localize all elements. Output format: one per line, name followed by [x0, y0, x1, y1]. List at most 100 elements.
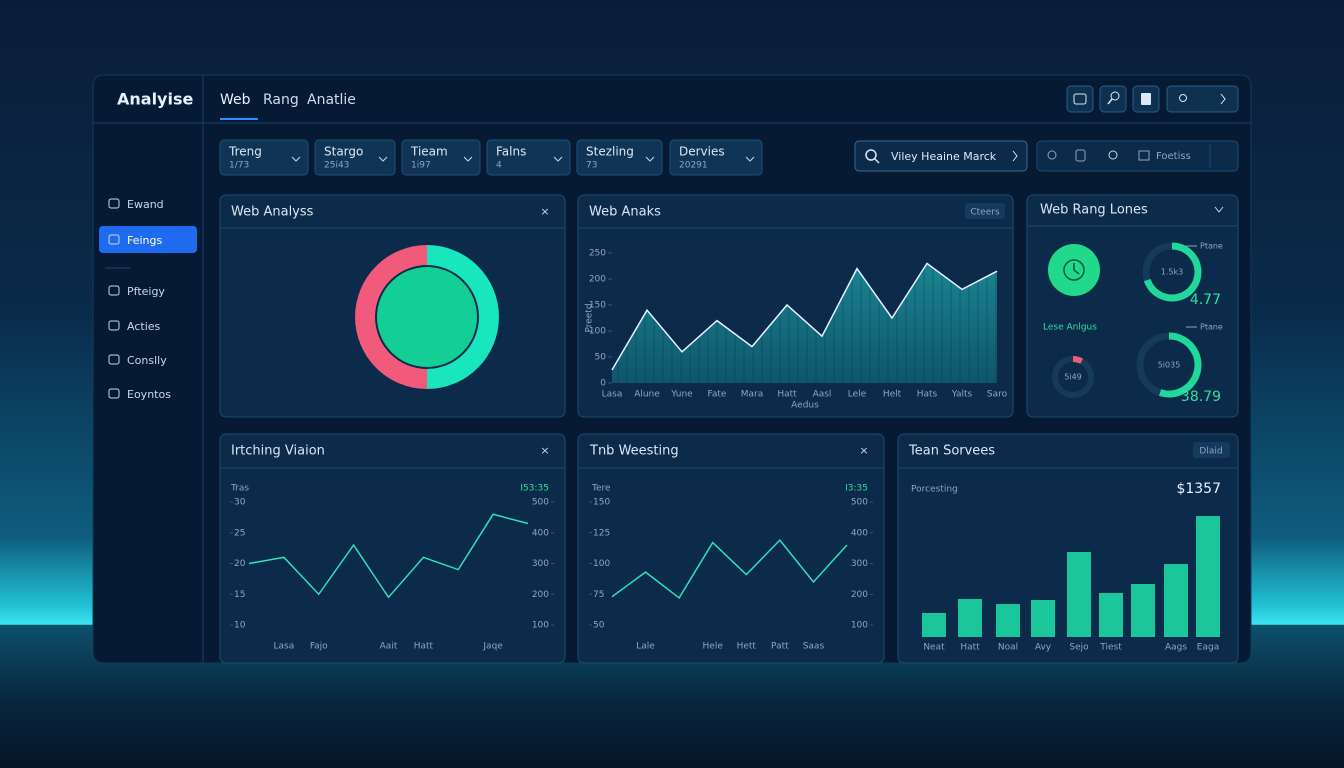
x-tick-label: Hatt — [960, 643, 980, 653]
y-axis-label: Preetd — [585, 303, 595, 332]
y-tick-label: 75 — [593, 590, 604, 600]
sidebar-item[interactable]: Eoyntos — [127, 388, 171, 401]
filter-dropdown[interactable] — [669, 139, 763, 176]
line — [611, 262, 998, 371]
filter-label: Stargo — [324, 145, 363, 159]
y-axis-label: Tras — [230, 484, 249, 494]
panel — [577, 433, 885, 664]
icon — [1220, 93, 1226, 105]
panel-title: Web Anaks — [589, 205, 661, 220]
x-tick-label: Yune — [670, 390, 693, 400]
gauge-center: 5i49 — [1064, 373, 1082, 382]
gauge-reading: 4.77 — [1190, 292, 1221, 308]
panel-title: Tnb Weesting — [589, 444, 679, 459]
filter-label: Stezling — [586, 145, 634, 159]
x-tick-label: Lele — [848, 390, 867, 400]
y2-tick-label: 200 — [532, 590, 549, 600]
y-tick-label: 0 — [600, 379, 606, 389]
x-tick-label: Neat — [923, 643, 945, 653]
badge-label: Dlaid — [1199, 447, 1222, 457]
x-tick-label: Avy — [1035, 643, 1052, 653]
filter-dropdown[interactable] — [576, 139, 663, 176]
tab[interactable]: Anatlie — [307, 92, 356, 108]
filter-dropdown[interactable] — [219, 139, 309, 176]
icon — [1108, 150, 1118, 160]
x-tick-label: Aasl — [813, 390, 832, 400]
x-tick-label: Fate — [708, 390, 727, 400]
bar — [922, 613, 946, 637]
y2-tick-label: 500 — [851, 498, 868, 508]
badge-label: Cteers — [970, 208, 1000, 218]
sidebar-item[interactable]: Conslly — [127, 354, 167, 367]
y2-tick-label: 300 — [532, 559, 549, 569]
icon-button[interactable] — [1099, 85, 1127, 113]
icon-button[interactable] — [1066, 85, 1094, 113]
chevron — [463, 156, 473, 162]
x-tick-label: Lasa — [602, 390, 623, 400]
gauge-note: Ptane — [1200, 242, 1223, 251]
y-tick-label: 50 — [593, 621, 605, 631]
y-tick-label: 125 — [593, 528, 610, 538]
x-tick-label: Hele — [703, 642, 724, 652]
chevron — [378, 156, 388, 162]
close-icon[interactable]: × — [540, 444, 549, 457]
pie-center — [377, 267, 477, 367]
tab[interactable]: Web — [220, 92, 251, 108]
close-icon[interactable]: × — [540, 205, 549, 218]
line — [248, 513, 529, 599]
search-box[interactable] — [854, 140, 1028, 172]
toolbar-label: Foetiss — [1156, 151, 1191, 162]
search-pill[interactable] — [1166, 85, 1239, 113]
sidebar-icon — [108, 285, 120, 296]
badge[interactable] — [965, 203, 1005, 219]
pie-slice — [355, 245, 427, 389]
bar — [996, 604, 1020, 637]
close-icon[interactable]: × — [859, 444, 868, 457]
search-icon — [874, 158, 880, 164]
sidebar-item[interactable]: Pfteigy — [127, 285, 165, 298]
filter-value: 1i97 — [411, 161, 431, 171]
filter-dropdown[interactable] — [401, 139, 481, 176]
gauge-arc — [1143, 242, 1202, 302]
panel-title: Web Rang Lones — [1040, 203, 1148, 218]
gauge-arc — [1072, 356, 1084, 364]
y-tick-label: 150 — [589, 301, 606, 311]
icon — [1107, 98, 1113, 105]
sidebar-icon — [108, 234, 120, 245]
pie-slice — [427, 245, 499, 389]
chevron — [745, 156, 755, 162]
sidebar-item[interactable]: Ewand — [127, 198, 164, 211]
x-tick-label: Patt — [771, 642, 789, 652]
x-tick-label: Jaqe — [482, 642, 503, 652]
x-tick-label: Saas — [803, 642, 825, 652]
y-tick-label: 20 — [234, 559, 246, 569]
bar — [1164, 564, 1188, 637]
filter-dropdown[interactable] — [486, 139, 571, 176]
gauge-center: 5i035 — [1158, 361, 1181, 370]
x-tick-label: Aait — [380, 642, 398, 652]
filter-value: 25i43 — [324, 161, 349, 171]
filter-label: Falns — [496, 145, 526, 159]
badge[interactable] — [1193, 442, 1230, 458]
annotation: $1357 — [1176, 481, 1221, 497]
bar — [1031, 600, 1055, 637]
chevron — [553, 156, 563, 162]
icon — [1110, 91, 1120, 101]
tab[interactable]: Rang — [263, 92, 299, 108]
y2-tick-label: 500 — [532, 498, 549, 508]
x-tick-label: Lale — [636, 642, 655, 652]
chevron — [1012, 150, 1018, 162]
filter-bar: Treng 1/73 Stargo 25i43 Tieam 1i97 Falns 4 Stezl… — [219, 139, 763, 176]
sidebar-item[interactable]: Feings — [127, 234, 163, 247]
sidebar-active — [99, 226, 197, 253]
status-icon — [1073, 263, 1080, 275]
chevron[interactable] — [1214, 206, 1224, 213]
annotation: I3:35 — [845, 484, 868, 494]
filter-dropdown[interactable] — [314, 139, 396, 176]
sidebar-icon — [108, 388, 120, 399]
sidebar-item[interactable]: Acties — [127, 320, 161, 333]
filter-label: Dervies — [679, 145, 725, 159]
y2-tick-label: 100 — [851, 621, 868, 631]
x-tick-label: Aags — [1165, 643, 1187, 653]
